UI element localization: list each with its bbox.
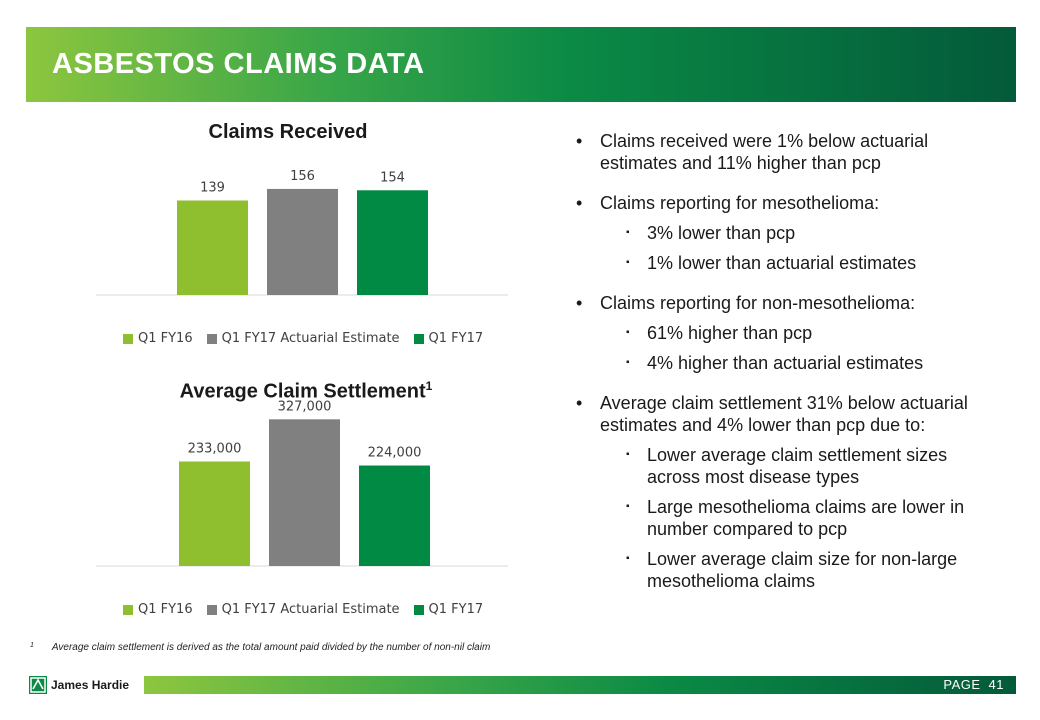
sub-bullet: 3% lower than pcp [600, 222, 976, 244]
bullet-average-settlement: Average claim settlement 31% below actua… [576, 392, 976, 592]
legend-label: Q1 FY17 Actuarial Estimate [221, 331, 400, 346]
claims-received-chart-title: Claims Received [96, 121, 480, 144]
data-label: 156 [290, 169, 315, 184]
legend-swatch [123, 604, 133, 615]
footnote-mark: 1 [30, 642, 34, 649]
legend-swatch [413, 604, 424, 615]
page-label: PAGE [943, 677, 981, 692]
legend-label: Q1 FY17 Actuarial Estimate [221, 602, 400, 617]
bullet-text: Average claim settlement 31% below actua… [600, 393, 968, 435]
legend-item: Q1 FY17 Actuarial Estimate [206, 602, 400, 617]
sub-bullet: 61% higher than pcp [600, 322, 976, 344]
legend-item: Q1 FY16 [123, 602, 193, 617]
legend-label: Q1 FY16 [138, 331, 193, 346]
bar-q1-fy17-actuarial-estimate [267, 188, 338, 295]
bullet-list: Claims received were 1% below actuarial … [576, 130, 976, 610]
data-label: 233,000 [188, 441, 242, 456]
sub-bullet: Lower average claim settlement sizes acr… [600, 444, 976, 488]
footnote-superscript: 1 [425, 379, 433, 393]
james-hardie-logo-icon [29, 676, 47, 694]
data-label: 224,000 [368, 446, 422, 461]
bullet-text: Claims received were 1% below actuarial … [600, 131, 929, 173]
page-number: 41 [988, 677, 1004, 692]
sub-bullet: Lower average claim size for non-large m… [600, 548, 976, 592]
sub-bullet: 1% lower than actuarial estimates [600, 252, 976, 274]
footnote: 1 Average claim settlement is derived as … [30, 642, 490, 653]
average-settlement-chart-title: Average Claim Settlement1 [96, 379, 516, 404]
bullet-text: Claims reporting for mesothelioma: [600, 193, 880, 213]
footer-bar: PAGE 41 [144, 676, 1016, 694]
data-label: 139 [200, 180, 225, 195]
legend-item: Q1 FY17 Actuarial Estimate [206, 331, 400, 346]
legend-item: Q1 FY17 [413, 602, 484, 617]
bar-q1-fy16 [179, 461, 250, 566]
claims-received-title-text: Claims Received [208, 121, 368, 143]
legend-swatch [123, 333, 133, 344]
average-settlement-title-text: Average Claim Settlement [179, 380, 426, 403]
bar-q1-fy16 [177, 200, 248, 295]
page-indicator: PAGE 41 [935, 677, 1004, 692]
logo-text: James Hardie [51, 678, 130, 692]
legend-swatch [206, 604, 217, 615]
legend-item: Q1 FY16 [123, 331, 193, 346]
james-hardie-logo: James Hardie [28, 675, 129, 695]
data-label: 327,000 [278, 399, 332, 414]
bullet-claims-received: Claims received were 1% below actuarial … [576, 130, 976, 174]
footnote-text: Average claim settlement is derived as t… [51, 642, 491, 653]
sub-bullet: Large mesothelioma claims are lower in n… [600, 496, 976, 540]
legend-swatch [206, 333, 217, 344]
legend-swatch [413, 333, 424, 344]
bullet-mesothelioma: Claims reporting for mesothelioma: 3% lo… [576, 192, 976, 274]
legend-label: Q1 FY17 [428, 602, 484, 617]
page-title: ASBESTOS CLAIMS DATA [52, 48, 425, 80]
bar-q1-fy17 [357, 190, 428, 295]
legend-item: Q1 FY17 [413, 331, 484, 346]
sub-bullet: 4% higher than actuarial estimates [600, 352, 976, 374]
bar-q1-fy17 [359, 465, 430, 566]
title-banner: ASBESTOS CLAIMS DATA [26, 27, 1016, 102]
average-settlement-legend: Q1 FY16 Q1 FY17 Actuarial Estimate Q1 FY17 [123, 602, 483, 617]
legend-label: Q1 FY17 [428, 331, 484, 346]
legend-label: Q1 FY16 [138, 602, 193, 617]
bullet-text: Claims reporting for non-mesothelioma: [600, 293, 916, 313]
data-label: 154 [380, 170, 405, 185]
bullet-non-mesothelioma: Claims reporting for non-mesothelioma: 6… [576, 292, 976, 374]
bar-q1-fy17-actuarial-estimate [269, 419, 340, 566]
claims-received-legend: Q1 FY16 Q1 FY17 Actuarial Estimate Q1 FY17 [123, 331, 483, 346]
